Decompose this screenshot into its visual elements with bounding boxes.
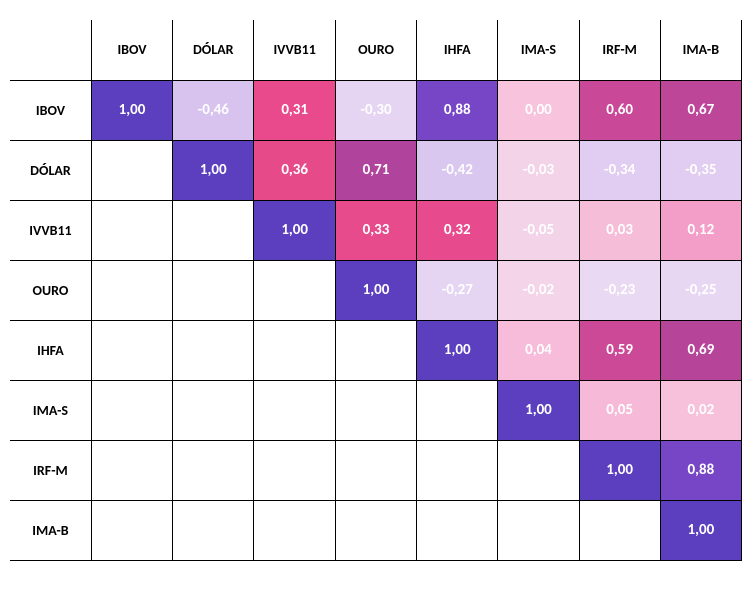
row-header: DÓLAR bbox=[10, 140, 91, 200]
matrix-cell bbox=[173, 260, 254, 320]
matrix-cell bbox=[335, 380, 416, 440]
matrix-cell bbox=[335, 500, 416, 560]
matrix-cell: 0,12 bbox=[660, 200, 741, 260]
matrix-cell: 0,00 bbox=[498, 80, 579, 140]
matrix-cell bbox=[173, 440, 254, 500]
matrix-cell: 0,02 bbox=[660, 380, 741, 440]
row-header: IRF-M bbox=[10, 440, 91, 500]
matrix-cell: 0,36 bbox=[254, 140, 335, 200]
matrix-cell bbox=[498, 500, 579, 560]
matrix-cell bbox=[254, 440, 335, 500]
col-header: IVVB11 bbox=[254, 20, 335, 80]
matrix-cell: 1,00 bbox=[660, 500, 741, 560]
col-header: IRF-M bbox=[579, 20, 660, 80]
matrix-cell: -0,02 bbox=[498, 260, 579, 320]
matrix-cell: -0,05 bbox=[498, 200, 579, 260]
col-header: IHFA bbox=[417, 20, 498, 80]
matrix-cell: 1,00 bbox=[579, 440, 660, 500]
matrix-cell bbox=[417, 380, 498, 440]
matrix-cell bbox=[254, 380, 335, 440]
row-header: IHFA bbox=[10, 320, 91, 380]
row-header: OURO bbox=[10, 260, 91, 320]
matrix-cell: 0,32 bbox=[417, 200, 498, 260]
matrix-cell: 1,00 bbox=[254, 200, 335, 260]
matrix-cell bbox=[417, 440, 498, 500]
matrix-cell bbox=[91, 500, 172, 560]
matrix-cell bbox=[335, 440, 416, 500]
matrix-cell: 0,67 bbox=[660, 80, 741, 140]
col-header: IBOV bbox=[91, 20, 172, 80]
matrix-cell: -0,42 bbox=[417, 140, 498, 200]
matrix-cell: 0,31 bbox=[254, 80, 335, 140]
matrix-cell: 1,00 bbox=[498, 380, 579, 440]
matrix-cell: 1,00 bbox=[173, 140, 254, 200]
matrix-cell: -0,03 bbox=[498, 140, 579, 200]
matrix-cell: 0,33 bbox=[335, 200, 416, 260]
matrix-cell: 0,71 bbox=[335, 140, 416, 200]
matrix-cell bbox=[254, 500, 335, 560]
matrix-cell: -0,23 bbox=[579, 260, 660, 320]
col-header: IMA-S bbox=[498, 20, 579, 80]
matrix-cell: -0,30 bbox=[335, 80, 416, 140]
matrix-cell: 0,03 bbox=[579, 200, 660, 260]
row-header: IMA-B bbox=[10, 500, 91, 560]
matrix-cell bbox=[91, 320, 172, 380]
matrix-cell: -0,34 bbox=[579, 140, 660, 200]
matrix-cell: 0,04 bbox=[498, 320, 579, 380]
matrix-cell bbox=[91, 380, 172, 440]
matrix-cell: 0,88 bbox=[660, 440, 741, 500]
col-header: DÓLAR bbox=[173, 20, 254, 80]
matrix-cell: 0,05 bbox=[579, 380, 660, 440]
matrix-cell bbox=[173, 320, 254, 380]
matrix-cell: 0,69 bbox=[660, 320, 741, 380]
col-header: OURO bbox=[335, 20, 416, 80]
matrix-cell bbox=[335, 320, 416, 380]
col-header: IMA-B bbox=[660, 20, 741, 80]
matrix-cell: -0,27 bbox=[417, 260, 498, 320]
matrix-cell: -0,35 bbox=[660, 140, 741, 200]
matrix-cell bbox=[254, 320, 335, 380]
corner-cell bbox=[10, 20, 91, 80]
matrix-cell bbox=[417, 500, 498, 560]
matrix-cell bbox=[173, 380, 254, 440]
row-header: IVVB11 bbox=[10, 200, 91, 260]
matrix-cell: -0,46 bbox=[173, 80, 254, 140]
matrix-cell: 0,88 bbox=[417, 80, 498, 140]
matrix-cell bbox=[91, 140, 172, 200]
matrix-cell: -0,25 bbox=[660, 260, 741, 320]
matrix-cell bbox=[173, 500, 254, 560]
matrix-cell bbox=[254, 260, 335, 320]
matrix-cell: 1,00 bbox=[91, 80, 172, 140]
matrix-cell: 0,59 bbox=[579, 320, 660, 380]
matrix-cell bbox=[173, 200, 254, 260]
matrix-cell bbox=[498, 440, 579, 500]
row-header: IMA-S bbox=[10, 380, 91, 440]
matrix-cell bbox=[91, 440, 172, 500]
correlation-matrix: IBOVDÓLARIVVB11OUROIHFAIMA-SIRF-MIMA-BIB… bbox=[10, 20, 742, 561]
matrix-cell bbox=[91, 200, 172, 260]
matrix-cell bbox=[91, 260, 172, 320]
matrix-cell: 1,00 bbox=[335, 260, 416, 320]
matrix-cell: 0,60 bbox=[579, 80, 660, 140]
matrix-cell: 1,00 bbox=[417, 320, 498, 380]
matrix-cell bbox=[579, 500, 660, 560]
row-header: IBOV bbox=[10, 80, 91, 140]
